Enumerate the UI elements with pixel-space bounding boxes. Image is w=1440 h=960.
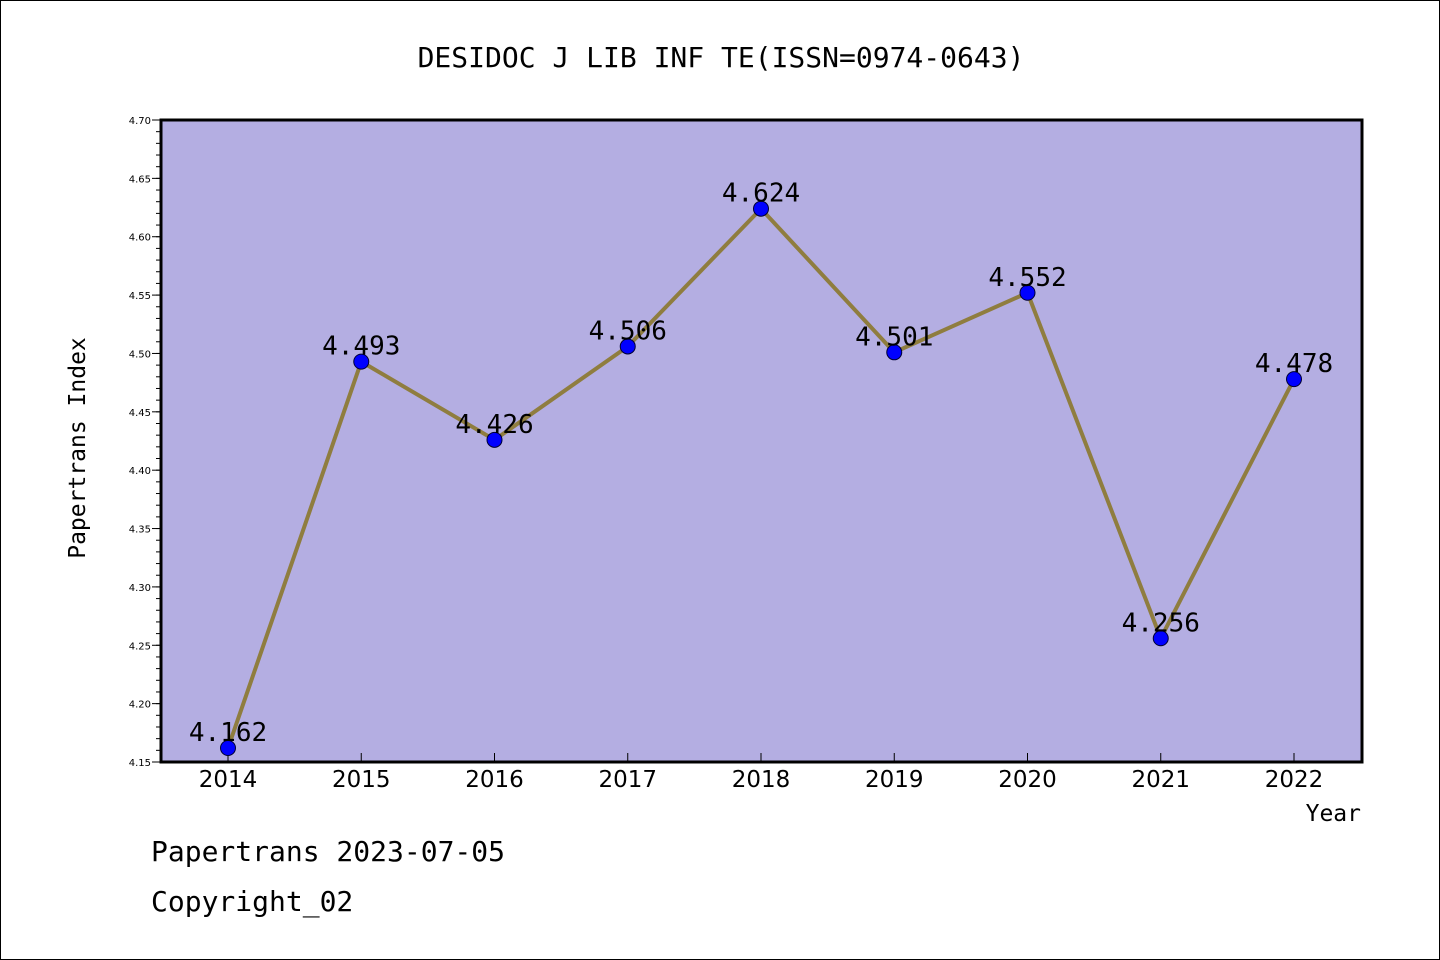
chart-title: DESIDOC J LIB INF TE(ISSN=0974-0643) xyxy=(418,41,1025,74)
data-label: 4.506 xyxy=(589,316,667,346)
data-label: 4.478 xyxy=(1255,349,1333,379)
x-tick-label: 2015 xyxy=(332,767,391,793)
data-label: 4.552 xyxy=(988,263,1066,293)
data-point xyxy=(220,739,236,756)
y-tick-label: 4.60 xyxy=(129,233,151,244)
x-tick-label: 2021 xyxy=(1131,767,1190,793)
data-label: 4.501 xyxy=(855,322,933,352)
y-tick-label: 4.65 xyxy=(129,174,151,185)
x-axis-label: Year xyxy=(1306,801,1361,827)
data-point xyxy=(353,353,370,370)
x-tick-label: 2014 xyxy=(199,767,258,793)
y-tick-label: 4.30 xyxy=(129,583,151,594)
series-markers xyxy=(220,200,1302,756)
y-tick-label: 4.40 xyxy=(129,466,151,477)
data-point xyxy=(753,200,769,217)
y-tick-label: 4.55 xyxy=(129,291,151,302)
data-point xyxy=(1019,284,1036,301)
y-tick-label: 4.25 xyxy=(129,641,151,652)
data-label: 4.426 xyxy=(455,410,533,440)
y-tick-label: 4.35 xyxy=(129,525,151,536)
data-labels: 4.162 4.493 4.426 4.506 4.624 4.501 4.552 4.256… xyxy=(189,179,1333,748)
data-point xyxy=(619,338,636,355)
data-point xyxy=(1286,371,1302,388)
data-point xyxy=(486,431,503,448)
x-tick-label: 2017 xyxy=(598,767,657,793)
x-tick-label: 2020 xyxy=(998,767,1057,793)
x-tick-label: 2019 xyxy=(865,767,924,793)
y-tick-label: 4.15 xyxy=(129,758,151,769)
y-axis-ticks: 4.15 4.20 4.25 4.30 4.35 4.40 4.45 4.50 4.55 4.60… xyxy=(129,116,161,769)
footer-date: Papertrans 2023-07-05 xyxy=(151,835,506,868)
plot-area xyxy=(159,118,1364,764)
y-tick-label: 4.20 xyxy=(129,700,151,711)
x-tick-label: 2022 xyxy=(1265,767,1324,793)
data-label: 4.624 xyxy=(722,179,800,209)
data-label: 4.162 xyxy=(189,718,267,748)
y-axis-label: Papertrans Index xyxy=(65,337,91,559)
y-tick-label: 4.50 xyxy=(129,349,151,360)
data-label: 4.256 xyxy=(1122,608,1200,638)
data-point xyxy=(1152,630,1169,647)
y-tick-label: 4.70 xyxy=(129,116,151,127)
x-tick-label: 2018 xyxy=(732,767,791,793)
x-axis-ticks: 2014 2015 2016 2017 2018 2019 2020 2021 2022 xyxy=(199,753,1324,793)
footer-copyright: Copyright_02 xyxy=(151,885,354,918)
data-label: 4.493 xyxy=(322,332,400,362)
data-point xyxy=(886,344,903,361)
y-tick-label: 4.45 xyxy=(129,408,151,419)
x-tick-label: 2016 xyxy=(465,767,524,793)
